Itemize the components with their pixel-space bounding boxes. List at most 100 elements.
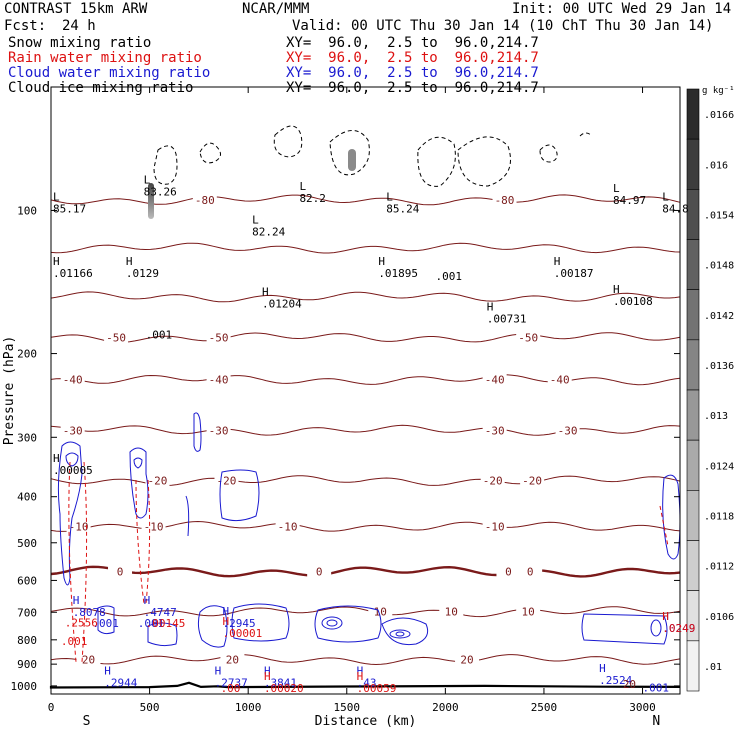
- colorbar-swatch: [686, 239, 700, 290]
- colorbar-label: .0154: [704, 210, 734, 221]
- y-axis-label: Pressure (hPa): [2, 336, 17, 446]
- contour-label: 10: [445, 606, 458, 619]
- extremum-value: .2945: [223, 617, 256, 630]
- extremum-marker: H: [487, 300, 494, 313]
- x-tick-label: 500: [140, 701, 160, 714]
- contour-label-bg: [141, 520, 166, 534]
- cloud-water-contour: [129, 447, 149, 519]
- colorbar-swatch: [686, 490, 700, 541]
- extremum-marker: L: [53, 191, 60, 204]
- contour-label: -20: [148, 475, 168, 488]
- x-tick-label: 1500: [334, 701, 361, 714]
- extremum-marker: H: [613, 283, 620, 296]
- cloud-water-contour: [193, 412, 202, 452]
- cloud-ice-contour: [153, 145, 178, 185]
- cloud-water-contour: [389, 629, 411, 639]
- extremum-value: .0249: [662, 622, 695, 635]
- contour-label: -30: [558, 424, 578, 437]
- x-tick-label: 3000: [629, 701, 656, 714]
- colorbar-swatch: [686, 439, 700, 491]
- contour-label: 20: [460, 654, 473, 667]
- colorbar-label: .013: [704, 411, 728, 422]
- contour-label-bg: [275, 520, 300, 534]
- contour-value-label: .001: [138, 617, 165, 630]
- contour-label: -50: [106, 331, 126, 344]
- contour-label-bg: [455, 653, 480, 667]
- colorbar-label: .0136: [704, 361, 734, 372]
- contour-label-bg: [547, 373, 572, 387]
- isotherm-contours: -80 -80 -50 -50 -50 -40 -40 -40 -40 -30 -30 -30 -30 -…: [49, 193, 681, 689]
- extremum-marker: L: [252, 214, 259, 227]
- cloud-water-contour: [321, 616, 343, 630]
- contour-label: -40: [550, 374, 570, 387]
- contour-label-bg: [104, 331, 129, 345]
- contour-label: 20: [82, 654, 95, 667]
- colorbar-swatch: [686, 540, 700, 591]
- contour-value-label: .001: [435, 270, 462, 283]
- isotherm-line: [50, 475, 681, 487]
- contour-label: -10: [144, 520, 164, 533]
- extremum-marker: H: [357, 664, 364, 677]
- cloud-ice-contour: [417, 136, 456, 187]
- colorbar-label: .0124: [704, 461, 734, 472]
- contour-label: -20: [522, 475, 542, 488]
- extremum-value: .0249: [662, 622, 695, 635]
- x-tick-label: 1000: [235, 701, 262, 714]
- x-axis-label: Distance (km): [315, 714, 417, 729]
- init-time: Init: 00 UTC Wed 29 Jan 14: [512, 1, 732, 17]
- extremum-marker: L: [144, 173, 151, 186]
- x-tick-label: 2000: [432, 701, 459, 714]
- extremum-value: .43: [357, 676, 377, 689]
- cloud-water-contour: [326, 619, 338, 627]
- field-cloudice-name: Cloud ice mixing ratio: [8, 80, 194, 96]
- isotherm-line: [50, 654, 681, 666]
- cloud-ice-contour: [539, 144, 558, 163]
- snow-patch: [148, 183, 154, 219]
- cloud-water-contour: [581, 613, 668, 645]
- model-title: CONTRAST 15km ARW: [4, 1, 148, 17]
- contour-label-bg: [518, 565, 543, 579]
- isotherm-line: [50, 606, 681, 618]
- colorbar-label: .0112: [704, 562, 734, 573]
- y-tick-label: 400: [17, 491, 37, 504]
- extremum-marker: H: [264, 664, 271, 677]
- forecast-label: Fcst:: [4, 18, 47, 34]
- x-tick-label: 0: [48, 701, 55, 714]
- contour-label: 10: [522, 606, 535, 619]
- contour-label-bg: [496, 565, 521, 579]
- colorbar-swatch: [686, 189, 700, 240]
- section-end-label: N: [652, 714, 660, 729]
- plot-border: [50, 86, 681, 695]
- extremum-value: .00108: [613, 295, 653, 308]
- extremum-marker: H: [662, 610, 669, 623]
- rain-water-contour: [135, 479, 145, 605]
- extremum-value: .00059: [357, 682, 397, 695]
- extremum-marker: H: [73, 594, 80, 607]
- contour-label-bg: [492, 193, 517, 207]
- extremum-value: 85.24: [386, 203, 419, 216]
- contour-label: -30: [209, 424, 229, 437]
- extremum-marker: H: [599, 662, 606, 675]
- extremum-value: 82.2: [299, 192, 326, 205]
- extremum-value: .00005: [53, 464, 93, 477]
- rain-water-contour: [659, 505, 669, 547]
- cloud-water-contour: [662, 474, 681, 560]
- rain-water-contour: [81, 461, 88, 663]
- colorbar-swatch: [686, 289, 700, 341]
- contour-label-bg: [480, 474, 505, 488]
- extremum-value: 82.24: [252, 226, 285, 239]
- contour-label: -20: [217, 475, 237, 488]
- cloud-water-contour: [197, 605, 228, 648]
- extremum-marker: H: [53, 452, 60, 465]
- colorbar-label: .016: [704, 160, 728, 171]
- colorbar-label: .0166: [704, 110, 734, 121]
- contour-value-label: .001: [146, 329, 173, 342]
- cloud-water-contour: [395, 631, 405, 637]
- cloud-water-contour: [65, 452, 79, 467]
- field-cloudice-xy: XY= 96.0, 2.5 to 96.0,214.7: [286, 80, 539, 96]
- contour-label: 0: [316, 566, 323, 579]
- contour-label: -80: [495, 194, 515, 207]
- contour-label-bg: [307, 565, 332, 579]
